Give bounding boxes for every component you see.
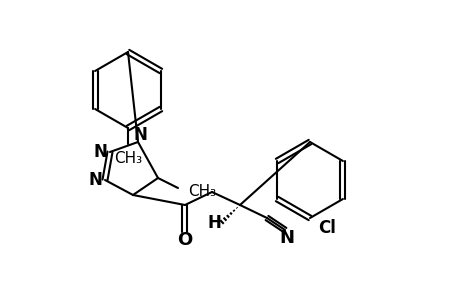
Text: N: N [279,229,294,247]
Text: N: N [88,171,102,189]
Text: CH₃: CH₃ [188,184,216,199]
Text: H: H [207,214,220,232]
Text: N: N [133,126,146,144]
Text: CH₃: CH₃ [114,151,142,166]
Text: O: O [177,231,192,249]
Text: Cl: Cl [317,219,335,237]
Text: N: N [93,143,106,161]
